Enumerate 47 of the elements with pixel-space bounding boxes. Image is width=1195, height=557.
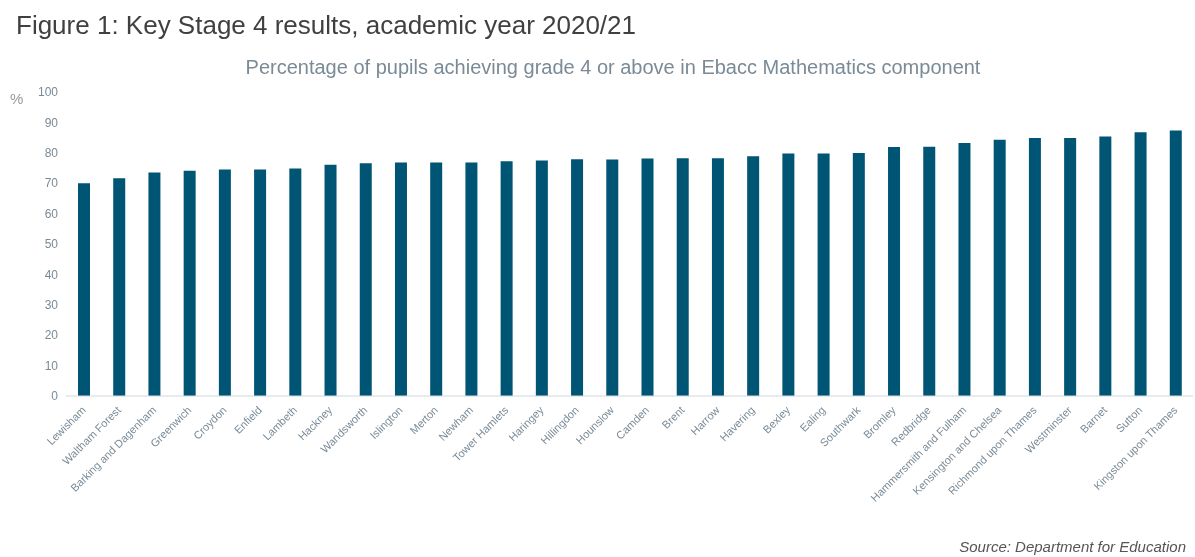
bar [747,156,760,396]
bar [641,158,654,396]
y-tick-label: 70 [44,176,59,191]
bar [1099,136,1112,396]
y-tick-label: 10 [44,358,59,373]
bar [606,159,619,396]
bar [500,161,513,396]
y-tick-label: 100 [37,85,59,100]
bar [888,147,901,396]
bar [218,169,231,396]
bar [711,158,724,396]
y-tick-label: 90 [44,115,59,130]
bar [254,169,267,396]
bar [958,143,971,396]
bar [113,178,126,396]
bar [430,162,443,396]
bar [394,162,407,396]
chart-title: Figure 1: Key Stage 4 results, academic year 2020/21 [16,10,637,41]
bar [782,153,795,396]
bar [993,139,1006,396]
bar [817,153,830,396]
chart-subtitle: Percentage of pupils achieving grade 4 or above in Ebacc Mathematics component [244,56,982,79]
y-tick-label: 40 [44,267,59,282]
y-tick-label: 0 [51,389,59,404]
y-tick-label: 30 [44,298,59,313]
bar [324,164,337,396]
bar [148,172,161,396]
bar [852,153,865,396]
y-tick-label: 50 [44,237,59,252]
bar [183,170,196,396]
bar [465,162,478,396]
bar [1169,130,1182,396]
bar [535,160,548,396]
bar [1064,137,1077,396]
bar [676,158,689,396]
y-axis-title: % [10,90,24,107]
bar [78,183,90,396]
y-tick-label: 20 [44,328,59,343]
bar [923,146,936,396]
bar [1028,137,1041,396]
y-tick-label: 60 [44,206,59,221]
bar [359,163,372,396]
bar [1134,132,1147,396]
bar [289,168,302,396]
y-tick-label: 80 [44,146,59,161]
source-note: Source: Department for Education [959,538,1186,555]
bar [571,159,584,396]
